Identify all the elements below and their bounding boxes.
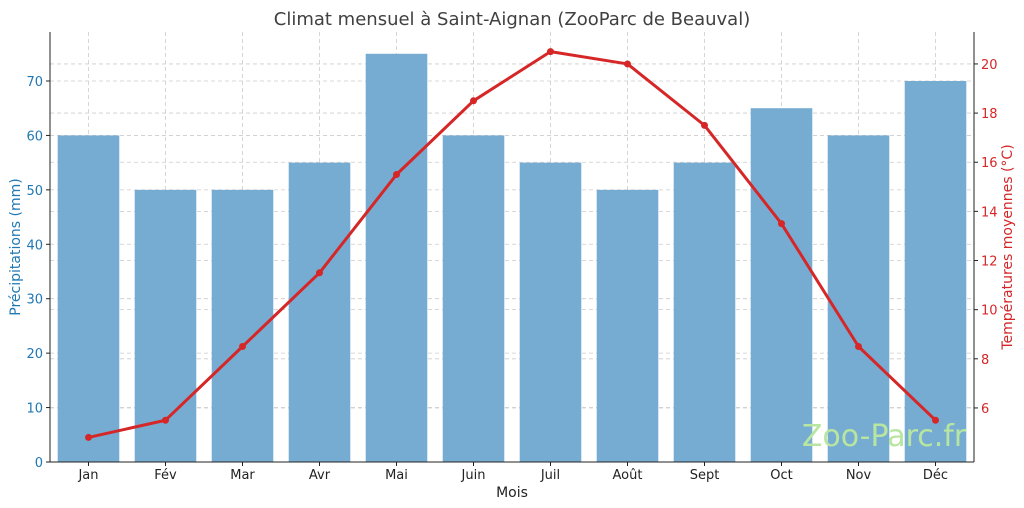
bar-Juin	[442, 135, 505, 462]
x-tick-label: Août	[613, 468, 643, 483]
temperature-point-Déc	[932, 416, 939, 424]
x-tick-label: Sept	[690, 468, 720, 483]
y-right-tick-label: 6	[981, 402, 989, 417]
bar-Nov	[827, 135, 890, 462]
y-left-tick-label: 20	[26, 347, 43, 362]
temperature-point-Sept	[701, 121, 708, 129]
temperature-point-Avr	[316, 269, 323, 277]
y-axis-label-left: Précipitations (mm)	[8, 178, 24, 315]
x-tick-label: Fév	[154, 468, 177, 483]
chart-title: Climat mensuel à Saint-Aignan (ZooParc d…	[274, 9, 750, 30]
y-right-tick-label: 20	[981, 58, 998, 73]
temperature-point-Juil	[547, 48, 554, 56]
temperature-point-Août	[624, 60, 631, 68]
bar-Déc	[904, 80, 967, 463]
x-tick-label: Avr	[309, 468, 331, 483]
temperature-point-Juin	[470, 97, 477, 105]
bar-Avr	[288, 162, 351, 462]
y-left-tick-label: 70	[26, 75, 43, 90]
x-tick-label: Juil	[540, 468, 560, 483]
temperature-point-Oct	[778, 220, 785, 228]
bar-Oct	[750, 108, 813, 463]
temperature-point-Nov	[855, 343, 862, 351]
y-right-tick-label: 12	[981, 255, 998, 270]
x-tick-label: Nov	[846, 468, 872, 483]
y-left-tick-label: 0	[35, 456, 43, 471]
temperature-point-Fév	[162, 416, 169, 424]
y-axis-label-right: Températures moyennes (°C)	[1000, 144, 1016, 350]
x-tick-label: Déc	[923, 468, 948, 483]
x-tick-label: Jan	[77, 468, 98, 483]
watermark-logo: Zoo-Parc.fr	[802, 419, 967, 454]
temperature-line	[88, 50, 937, 439]
bar-Juil	[519, 162, 582, 462]
tick-labels: Jan Fév Mar Avr Mai Juin Juil Août Sept Oct Nov Déc…	[26, 58, 997, 483]
axes	[46, 32, 978, 466]
y-left-tick-label: 60	[26, 129, 43, 144]
bar-Jan	[57, 135, 120, 462]
x-tick-label: Oct	[770, 468, 792, 483]
y-left-tick-label: 30	[26, 293, 43, 308]
bar-Août	[596, 189, 659, 463]
temperature-point-Jan	[85, 433, 92, 441]
x-axis-label: Mois	[496, 485, 528, 501]
bar-Sept	[673, 162, 736, 462]
y-right-tick-label: 8	[981, 353, 989, 368]
temperature-point-Mai	[393, 171, 400, 179]
x-tick-label: Juin	[461, 468, 486, 483]
precipitation-bars	[57, 53, 967, 463]
temperature-line-series	[85, 48, 939, 441]
y-right-tick-label: 18	[981, 107, 998, 122]
x-tick-label: Mar	[230, 468, 255, 483]
temperature-point-Mar	[239, 343, 246, 351]
y-right-tick-label: 10	[981, 304, 998, 319]
bar-Fév	[134, 189, 197, 463]
y-left-tick-label: 50	[26, 184, 43, 199]
x-tick-label: Mai	[385, 468, 408, 483]
y-left-tick-label: 10	[26, 402, 43, 417]
y-right-tick-label: 14	[981, 205, 998, 220]
y-left-tick-label: 40	[26, 238, 43, 253]
bar-Mai	[365, 53, 428, 462]
y-right-tick-label: 16	[981, 156, 998, 171]
